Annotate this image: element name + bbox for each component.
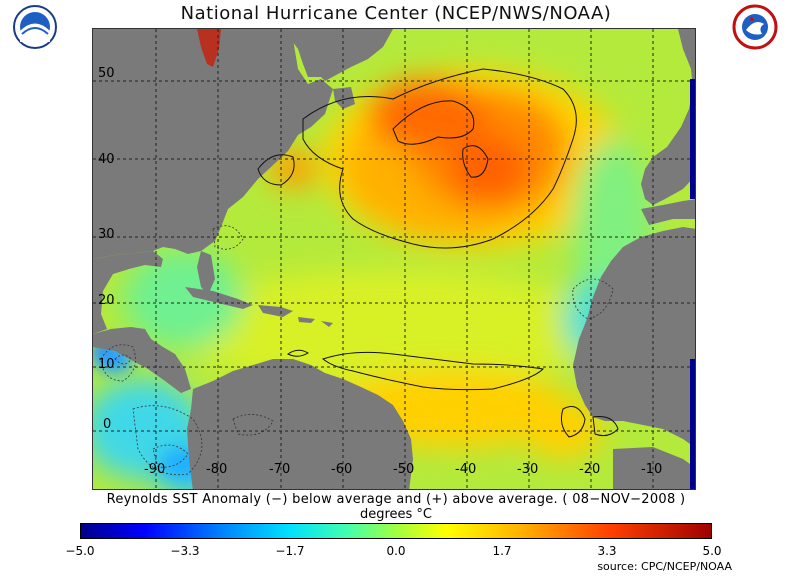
colorbar-label-neg-1-7: −1.7 xyxy=(275,544,305,558)
graticule xyxy=(93,29,695,489)
colorbar-label-min: −5.0 xyxy=(65,544,95,558)
lat-label-30: 30 xyxy=(98,227,115,242)
colorbar-label-1-7: 1.7 xyxy=(492,544,512,558)
colorbar-label-max: 5.0 xyxy=(702,544,722,558)
lat-label-20: 20 xyxy=(98,293,115,308)
lon-label-80: -80 xyxy=(206,462,228,477)
colorbar xyxy=(80,523,712,539)
colorbar-label-neg-3-3: −3.3 xyxy=(170,544,200,558)
sst-anomaly-map xyxy=(92,28,696,490)
lat-label-40: 40 xyxy=(98,152,115,167)
lat-label-50: 50 xyxy=(98,66,115,81)
anomaly-contours-negative xyxy=(100,225,614,476)
map-caption: Reynolds SST Anomaly (−) below average a… xyxy=(106,492,686,507)
colorbar-label-zero: 0.0 xyxy=(386,544,406,558)
noaa-logo-icon xyxy=(13,5,57,49)
lon-label-50: -50 xyxy=(393,462,415,477)
edge-strip-bottom xyxy=(690,359,695,489)
lon-label-60: -60 xyxy=(331,462,353,477)
map-title: National Hurricane Center (NCEP/NWS/NOAA… xyxy=(180,3,612,24)
edge-strip-top xyxy=(690,79,695,199)
lon-label-90: -90 xyxy=(144,462,166,477)
land-masses xyxy=(93,29,695,489)
anomaly-contours xyxy=(257,68,619,438)
units-label: degrees °C xyxy=(359,507,433,522)
lon-label-70: -70 xyxy=(269,462,291,477)
lat-label-10: 10 xyxy=(98,357,115,372)
nws-logo-icon xyxy=(732,4,778,50)
lon-label-30: -30 xyxy=(517,462,539,477)
lon-label-10: -10 xyxy=(641,462,663,477)
lon-label-20: -20 xyxy=(579,462,601,477)
colorbar-label-3-3: 3.3 xyxy=(597,544,617,558)
source-label: source: CPC/NCEP/NOAA xyxy=(597,560,732,573)
lon-label-40: -40 xyxy=(455,462,477,477)
lat-label-0: 0 xyxy=(103,417,112,432)
